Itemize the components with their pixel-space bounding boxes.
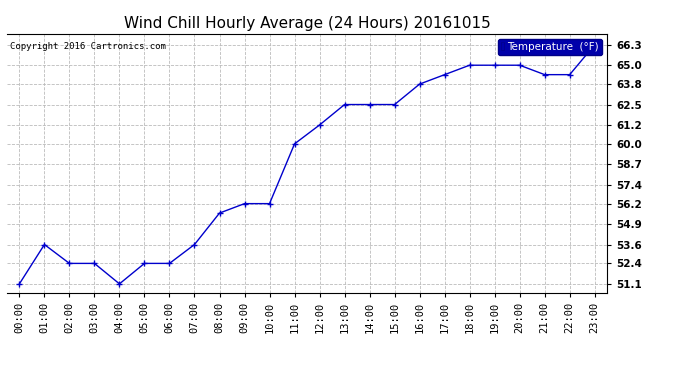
Legend: Temperature  (°F): Temperature (°F) [498, 39, 602, 55]
Text: Copyright 2016 Cartronics.com: Copyright 2016 Cartronics.com [10, 42, 166, 51]
Title: Wind Chill Hourly Average (24 Hours) 20161015: Wind Chill Hourly Average (24 Hours) 201… [124, 16, 491, 31]
